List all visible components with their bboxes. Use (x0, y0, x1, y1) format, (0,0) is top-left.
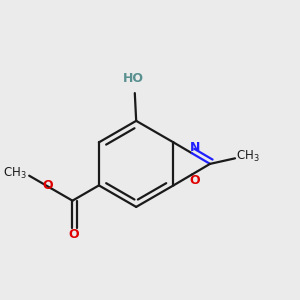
Text: O: O (42, 179, 53, 192)
Text: CH$_3$: CH$_3$ (3, 166, 27, 181)
Text: O: O (68, 228, 79, 241)
Text: O: O (190, 174, 200, 187)
Text: N: N (190, 140, 200, 154)
Text: CH$_3$: CH$_3$ (236, 148, 260, 164)
Text: HO: HO (123, 72, 144, 85)
